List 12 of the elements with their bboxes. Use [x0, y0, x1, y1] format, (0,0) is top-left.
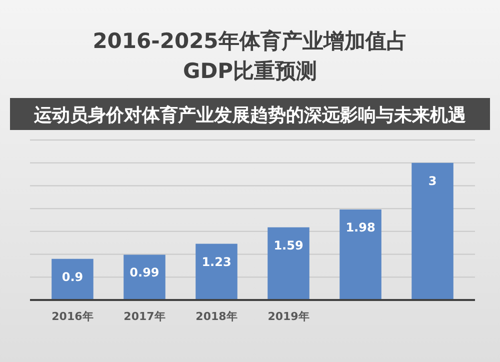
- data-label: 1.23: [202, 254, 232, 269]
- data-label: 1.98: [346, 220, 376, 234]
- data-label: 1.59: [274, 238, 304, 252]
- data-label: 0.99: [130, 266, 160, 280]
- x-tick-label: 2016年: [52, 310, 94, 323]
- chart-subtitle: 运动员身价对体育产业发展趋势的深远影响与未来机遇: [33, 104, 466, 126]
- x-tick-label: 2018年: [196, 310, 238, 323]
- x-tick-label: 2019年: [268, 310, 310, 323]
- chart-title: 2016-2025年体育产业增加值占GDP比重预测: [92, 29, 408, 83]
- x-tick-label: 2017年: [124, 310, 166, 323]
- data-label: 0.9: [62, 270, 84, 284]
- data-label: 3: [428, 174, 437, 188]
